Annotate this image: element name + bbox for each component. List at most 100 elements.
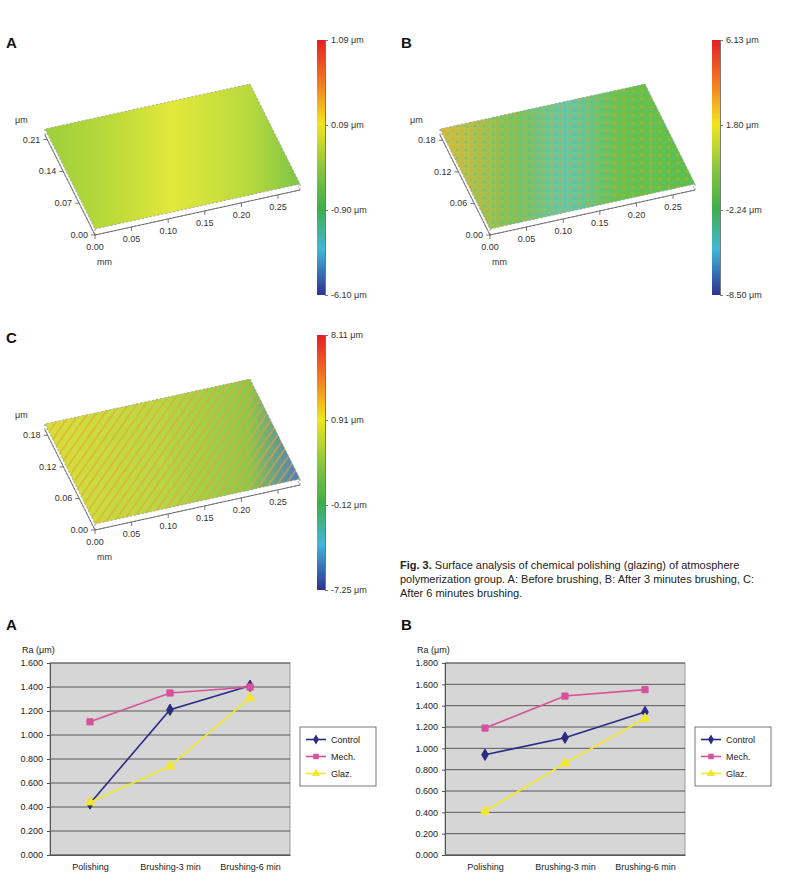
axis-line xyxy=(95,485,300,530)
tick-mark xyxy=(325,40,328,41)
tick-label: 0.06 xyxy=(55,493,73,503)
tick-mark xyxy=(442,706,445,707)
tick: 8.11 μm xyxy=(325,330,363,340)
marker xyxy=(247,684,253,690)
tick-mark xyxy=(442,834,445,835)
legend-label: Mech. xyxy=(331,752,356,762)
marks xyxy=(85,680,254,809)
legend: ControlMech.Glaz. xyxy=(300,727,376,786)
tick: 1.80 μm xyxy=(720,120,759,130)
tick-label: 0.07 xyxy=(55,198,73,208)
tick-mark xyxy=(47,807,50,808)
tick-label: 0.09 μm xyxy=(331,120,364,130)
tick xyxy=(131,522,132,526)
tick: 0.000 xyxy=(20,850,50,860)
tick: Brushing-6 min xyxy=(220,862,281,872)
tick-label: Polishing xyxy=(467,862,504,872)
tick-label: 1.200 xyxy=(415,722,438,732)
tick-label: 0.20 xyxy=(628,210,646,220)
tick: Polishing xyxy=(467,862,504,872)
tick-label: -8.50 μm xyxy=(726,290,762,300)
legend-label: Control xyxy=(331,735,360,745)
tick xyxy=(526,227,527,231)
tick-mark xyxy=(47,831,50,832)
legend-box xyxy=(300,727,376,786)
series-line xyxy=(90,698,250,802)
colorbar xyxy=(317,40,325,295)
tick-label: 0.91 μm xyxy=(331,415,364,425)
tick-label: 0.00 xyxy=(465,230,483,240)
surface-texture xyxy=(45,379,300,524)
marker xyxy=(167,690,173,696)
tick: -0.90 μm xyxy=(325,205,367,215)
tick xyxy=(131,227,132,231)
plot-background xyxy=(445,663,685,855)
panel-label: B xyxy=(401,616,412,633)
marker xyxy=(167,704,174,715)
tick-label: -2.24 μm xyxy=(726,205,762,215)
tick-mark xyxy=(442,855,445,856)
tick-mark xyxy=(47,711,50,712)
tick-label: 0.10 xyxy=(159,226,177,236)
panel-label: A xyxy=(6,34,17,51)
tick-mark xyxy=(442,727,445,728)
tick-label: Brushing-6 min xyxy=(220,862,281,872)
axis-line xyxy=(51,855,291,856)
tick-mark xyxy=(720,295,723,296)
tick-mark xyxy=(325,210,328,211)
panel-label: A xyxy=(6,616,17,633)
tick xyxy=(204,506,205,510)
tick xyxy=(636,203,637,207)
marker xyxy=(560,758,569,766)
tick-label: 0.00 xyxy=(86,242,104,252)
legend-box xyxy=(695,727,771,786)
tick xyxy=(75,498,79,499)
tick xyxy=(75,203,79,204)
grid-line xyxy=(445,663,685,664)
tick-label: 0.05 xyxy=(123,234,141,244)
tick: 1.800 xyxy=(415,658,445,668)
line-panel: ARa (μm)0.0000.2000.4000.6000.8001.0001.… xyxy=(6,616,376,872)
surface-edge xyxy=(695,184,696,190)
grid-line xyxy=(445,855,685,856)
axis-title: mm xyxy=(492,257,507,267)
grid-line xyxy=(50,687,290,688)
marker xyxy=(245,692,254,700)
legend-marker xyxy=(313,754,318,759)
tick-label: 0.25 xyxy=(664,202,682,212)
tick-mark xyxy=(442,770,445,771)
tick xyxy=(91,530,95,531)
grid-line xyxy=(50,807,290,808)
tick-mark xyxy=(720,210,723,211)
tick-label: Brushing-6 min xyxy=(615,862,676,872)
tick-label: 1.80 μm xyxy=(726,120,759,130)
colorbar xyxy=(712,40,720,295)
tick-mark xyxy=(47,663,50,664)
tick xyxy=(490,235,491,239)
tick: 1.600 xyxy=(20,658,50,668)
tick: Brushing-6 min xyxy=(615,862,676,872)
tick: 0.800 xyxy=(415,765,445,775)
tick-label: 0.00 xyxy=(70,525,88,535)
tick: 0.200 xyxy=(20,826,50,836)
tick-label: Brushing-3 min xyxy=(535,862,596,872)
axis-line xyxy=(45,135,95,235)
tick-label: 0.000 xyxy=(415,850,438,860)
tick xyxy=(454,171,458,172)
surface-panel: A0.000.050.100.150.200.25mm0.000.070.140… xyxy=(6,34,367,300)
tick xyxy=(278,195,279,199)
axis-line xyxy=(326,41,329,296)
tick-label: -0.90 μm xyxy=(331,205,367,215)
series-line xyxy=(485,718,645,811)
tick xyxy=(43,139,47,140)
tick-label: 0.12 xyxy=(434,167,452,177)
tick xyxy=(599,211,600,215)
tick-mark xyxy=(442,684,445,685)
marker xyxy=(642,687,648,693)
tick-label: 0.18 xyxy=(23,430,41,440)
line-panel: BRa (μm)0.0000.2000.4000.6000.8001.0001.… xyxy=(401,616,771,872)
legend-marker xyxy=(707,769,715,776)
axis-line xyxy=(95,190,300,235)
legend-marker xyxy=(708,734,714,744)
marker xyxy=(247,680,254,691)
